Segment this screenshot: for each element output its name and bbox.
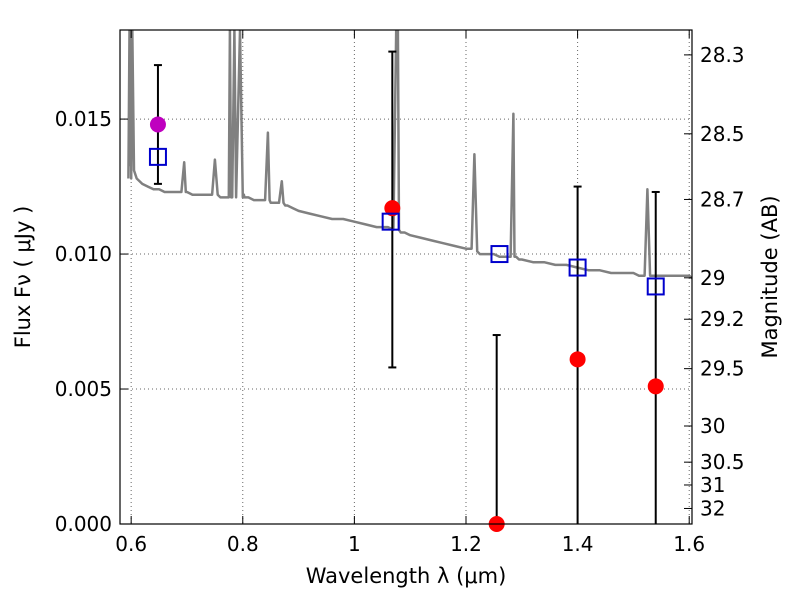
plot-frame [119,29,693,525]
mag-tick-label: 32 [700,496,725,520]
y-tick-label: 0.010 [55,242,112,266]
model-photometry-point [148,147,167,166]
ticks: 0.6 0.8 1 1.2 1.4 1.6 0.000 0.005 0.010 0.015 28.3… [55,30,745,556]
x-tick-label: 1.2 [450,532,482,556]
data-layer [127,30,692,280]
model-photometry-point [381,212,400,231]
plot-background [120,30,692,524]
model-photometry-point [490,245,509,264]
template-spectrum-line [127,30,692,280]
observed-flux-point [149,116,166,133]
y-tick-label: 0.000 [55,512,112,536]
mag-tick-label: 31 [700,473,725,497]
marker-layer [148,50,665,532]
x-tick-label: 1.6 [673,532,705,556]
mag-tick-label: 29.5 [700,357,745,381]
mag-tick-label: 28.7 [700,187,745,211]
observed-flux-point [647,378,664,395]
x-tick-label: 1.4 [562,532,594,556]
y-axis-label: Flux Fν ( μJy ) [11,206,35,349]
mag-tick-label: 30.5 [700,450,745,474]
observed-flux-point [569,351,586,368]
x-tick-label: 0.6 [115,532,147,556]
x-tick-label: 0.8 [227,532,259,556]
y-tick-label: 0.005 [55,377,112,401]
mag-tick-label: 30 [700,414,725,438]
mag-tick-label: 29.2 [700,307,745,331]
mag-tick-label: 29 [700,266,725,290]
observed-flux-point [384,200,401,217]
x-axis-label: Wavelength λ (μm) [306,564,507,588]
x-tick-label: 1 [348,532,361,556]
mag-tick-label: 28.3 [700,43,745,67]
model-photometry-point [568,258,587,277]
mag-tick-label: 28.5 [700,122,745,146]
y-axis-right-label: Magnitude (AB) [758,195,782,358]
model-photometry-point [646,277,665,296]
y-tick-label: 0.015 [55,107,112,131]
